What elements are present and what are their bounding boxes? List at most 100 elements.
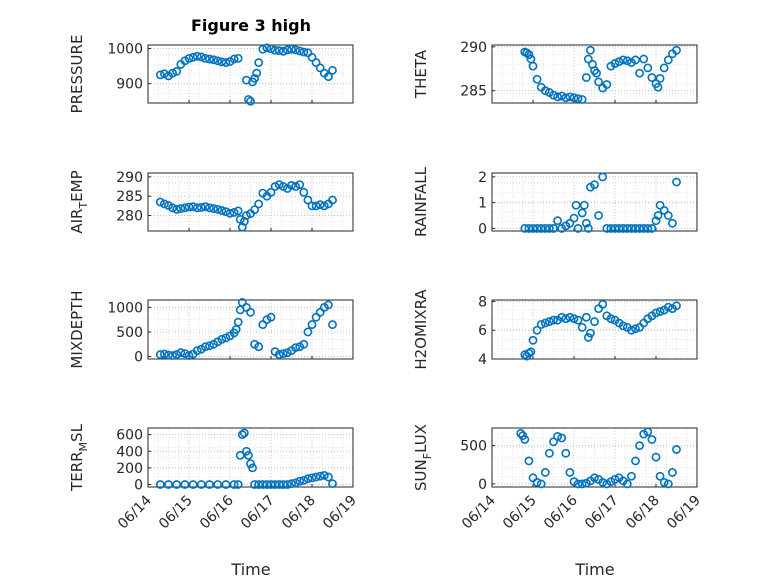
chart-right-2-point bbox=[610, 224, 620, 233]
chart-right-2-point bbox=[540, 224, 550, 233]
chart-right-4-point bbox=[663, 479, 673, 489]
chart-right-3-point bbox=[565, 312, 575, 322]
chart-left-4-point bbox=[188, 480, 198, 489]
chart-left-1-point bbox=[196, 52, 206, 62]
chart-left-4-point bbox=[241, 446, 251, 456]
chart-left-3-point bbox=[159, 349, 169, 359]
chart-right-4-point bbox=[549, 437, 558, 447]
chart-right-1-ylabel: THETA bbox=[412, 49, 430, 99]
chart-right-2-point bbox=[536, 224, 546, 233]
chart-right-1-point bbox=[522, 48, 532, 58]
chart-right-2-point bbox=[583, 224, 593, 233]
chart-right-4-point bbox=[532, 478, 542, 487]
chart-left-3-ytick-label: 1000 bbox=[107, 300, 143, 316]
chart-right-3-point bbox=[532, 325, 542, 335]
chart-left-1-point bbox=[209, 55, 218, 65]
chart-right-3-ytick-label: 8 bbox=[478, 294, 487, 310]
chart-left-4-xtick-label: 06/16 bbox=[197, 492, 237, 532]
chart-left-2-point bbox=[241, 211, 251, 220]
chart-right-4: 0 500 06/14 06/15 06/16 06/17 06/18 06/19 SUNFLU… bbox=[412, 424, 704, 532]
chart-left-4-point bbox=[266, 480, 276, 489]
chart-right-3-point bbox=[586, 328, 595, 338]
chart-right-2-point bbox=[663, 211, 673, 220]
chart-left-1-point bbox=[246, 96, 255, 106]
chart-right-4-point bbox=[520, 435, 530, 444]
chart-right-1-point bbox=[586, 45, 595, 55]
chart-left-2-point bbox=[278, 182, 288, 191]
chart-right-1-point bbox=[614, 57, 624, 67]
chart-right-3-point bbox=[581, 312, 591, 322]
chart-left-4-point bbox=[323, 472, 333, 482]
chart-right-4-point bbox=[590, 473, 599, 483]
chart-right-3-point bbox=[569, 314, 579, 324]
chart-left-4-point bbox=[328, 479, 337, 489]
chart-left-2-point bbox=[274, 180, 284, 189]
chart-right-2-point bbox=[602, 224, 612, 233]
chart-left-4-ytick-label: 600 bbox=[116, 428, 143, 444]
chart-left-4-point bbox=[239, 428, 249, 438]
chart-right-4-point bbox=[545, 448, 554, 458]
chart-left-3-point bbox=[180, 349, 190, 358]
chart-right-4-point bbox=[536, 479, 546, 489]
chart-left-2-point bbox=[270, 182, 280, 191]
chart-left-2-point bbox=[225, 208, 235, 218]
chart-right-3-point bbox=[583, 333, 593, 342]
chart-left-2-point bbox=[209, 204, 218, 213]
chart-left-1-point bbox=[274, 46, 284, 56]
chart-left-1-point bbox=[291, 45, 300, 55]
chart-right-4-point bbox=[577, 479, 587, 489]
chart-right-2-point bbox=[579, 200, 589, 210]
chart-right-1-point bbox=[573, 94, 583, 104]
chart-right-1-point bbox=[540, 86, 550, 96]
chart-left-3-point bbox=[200, 342, 210, 352]
chart-left-3-axes-box bbox=[147, 299, 354, 360]
chart-right-2-point bbox=[577, 208, 587, 218]
chart-left-2-point bbox=[250, 205, 259, 215]
chart-left-1-point bbox=[323, 72, 333, 82]
chart-right-4-point bbox=[573, 479, 583, 489]
chart-right-4-xtick-label: 06/18 bbox=[623, 493, 663, 533]
chart-right-3-point bbox=[557, 312, 567, 322]
chart-left-1: 900 1000 PRESSURE bbox=[68, 35, 354, 113]
chart-right-2-point bbox=[647, 224, 657, 233]
chart-left-4-point bbox=[205, 480, 214, 489]
chart-right-2-point bbox=[635, 224, 644, 233]
chart-left-2-point bbox=[299, 187, 309, 197]
chart-left-4-xtick-label: 06/19 bbox=[320, 493, 360, 533]
chart-right-2-point bbox=[618, 224, 628, 233]
chart-left-2-axes-box bbox=[147, 172, 354, 232]
chart-left-1-point bbox=[221, 58, 231, 67]
chart-left-2-ytick-label: 290 bbox=[116, 170, 143, 186]
chart-left-3-point bbox=[307, 320, 317, 329]
chart-left-3-point bbox=[164, 350, 173, 360]
chart-left-4-point bbox=[246, 459, 255, 469]
chart-left-1-point bbox=[262, 43, 272, 53]
chart-right-1-ytick-label: 290 bbox=[460, 40, 487, 56]
chart-right-1-point bbox=[643, 63, 653, 73]
chart-left-3-point bbox=[205, 341, 214, 351]
chart-right-3: 4 6 8 H2OMIXRA bbox=[412, 289, 698, 370]
chart-right-4-point bbox=[655, 471, 665, 481]
chart-left-4-point bbox=[172, 480, 182, 489]
chart-left-2-point bbox=[295, 180, 305, 189]
chart-left-4-point bbox=[315, 471, 325, 481]
chart-left-1-point bbox=[287, 44, 296, 54]
chart-left-1-point bbox=[172, 66, 182, 76]
chart-right-2-point bbox=[520, 224, 530, 233]
chart-right-1-point bbox=[631, 55, 640, 65]
chart-left-3-point bbox=[192, 346, 202, 356]
chart-right-4-xtick-label: 06/16 bbox=[541, 492, 581, 532]
chart-right-4-ytick-label: 0 bbox=[478, 477, 487, 493]
chart-left-1-point bbox=[299, 47, 309, 57]
chart-right-4-point bbox=[561, 448, 571, 458]
chart-left-2-point bbox=[307, 201, 317, 211]
chart-right-1-point bbox=[639, 54, 649, 64]
chart-right-2-point bbox=[606, 224, 616, 233]
chart-right-3-point bbox=[590, 317, 599, 326]
chart-left-2-point bbox=[188, 202, 198, 212]
chart-right-1-point bbox=[561, 93, 571, 103]
chart-left-2-point bbox=[235, 214, 245, 224]
chart-right-1-point bbox=[565, 92, 575, 102]
chart-left-4-point bbox=[287, 479, 296, 489]
chart-left-4-point bbox=[270, 480, 280, 489]
